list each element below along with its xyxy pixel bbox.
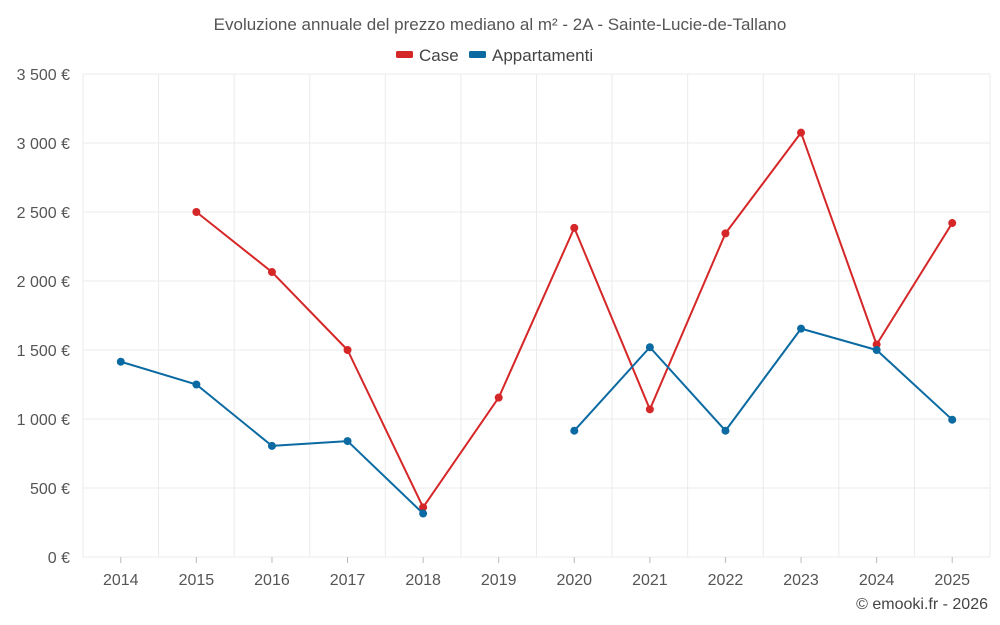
legend-swatch-icon — [469, 51, 486, 58]
x-tick-label: 2025 — [934, 572, 970, 589]
data-point[interactable] — [419, 503, 428, 512]
x-tick-label: 2017 — [330, 572, 366, 589]
data-point[interactable] — [419, 509, 428, 518]
data-point[interactable] — [116, 357, 125, 366]
y-tick-label: 0 € — [48, 550, 70, 567]
data-point[interactable] — [948, 219, 957, 228]
y-tick-label: 2 500 € — [17, 205, 70, 222]
data-point[interactable] — [570, 223, 579, 232]
y-tick-label: 1 500 € — [17, 343, 70, 360]
legend-item-appartamenti[interactable]: Appartamenti — [469, 46, 593, 65]
data-point[interactable] — [343, 437, 352, 446]
x-tick-label: 2019 — [481, 572, 517, 589]
series-line — [120, 360, 424, 515]
x-tick-label: 2022 — [708, 572, 744, 589]
y-tick-label: 3 500 € — [17, 67, 70, 84]
data-point[interactable] — [721, 426, 730, 435]
y-tick-label: 2 000 € — [17, 274, 70, 291]
legend: Case Appartamenti — [396, 46, 593, 65]
x-tick-label: 2024 — [859, 572, 895, 589]
x-axis: 2014 2015 2016 2017 2018 2019 2020 2021 2022 2023… — [103, 557, 970, 589]
data-point[interactable] — [494, 393, 503, 402]
legend-item-case[interactable]: Case — [396, 46, 459, 65]
data-point[interactable] — [267, 268, 276, 277]
y-tick-label: 1 000 € — [17, 412, 70, 429]
data-point[interactable] — [721, 229, 730, 238]
data-point[interactable] — [872, 346, 881, 354]
y-tick-label: 500 € — [30, 481, 70, 498]
x-tick-label: 2015 — [179, 572, 215, 589]
data-point[interactable] — [948, 415, 957, 424]
x-tick-label: 2021 — [632, 572, 668, 589]
x-tick-label: 2018 — [405, 572, 441, 589]
grid — [82, 73, 991, 558]
credit-text: © emooki.fr - 2026 — [856, 596, 988, 613]
data-point[interactable] — [343, 346, 352, 354]
series-case — [192, 128, 957, 512]
data-point[interactable] — [797, 324, 806, 333]
data-point[interactable] — [192, 208, 201, 216]
data-point[interactable] — [797, 128, 806, 137]
x-tick-label: 2020 — [556, 572, 592, 589]
y-tick-label: 3 000 € — [17, 136, 70, 153]
data-point[interactable] — [645, 343, 654, 352]
y-axis: 0 € 500 € 1 000 € 1 500 € 2 000 € 2 500 € 3 00… — [17, 67, 70, 567]
data-point[interactable] — [267, 441, 276, 450]
x-tick-label: 2014 — [103, 572, 139, 589]
data-point[interactable] — [645, 405, 654, 414]
data-point[interactable] — [872, 340, 881, 349]
legend-label: Case — [419, 46, 459, 65]
series-appartamenti — [116, 324, 957, 518]
x-tick-label: 2016 — [254, 572, 290, 589]
chart-title: Evoluzione annuale del prezzo mediano al… — [214, 15, 787, 34]
data-point[interactable] — [192, 380, 201, 389]
legend-label: Appartamenti — [492, 46, 593, 65]
x-tick-label: 2023 — [783, 572, 819, 589]
series-line — [573, 327, 953, 432]
legend-swatch-icon — [396, 51, 413, 58]
data-point[interactable] — [570, 426, 579, 435]
series-group — [116, 128, 957, 518]
